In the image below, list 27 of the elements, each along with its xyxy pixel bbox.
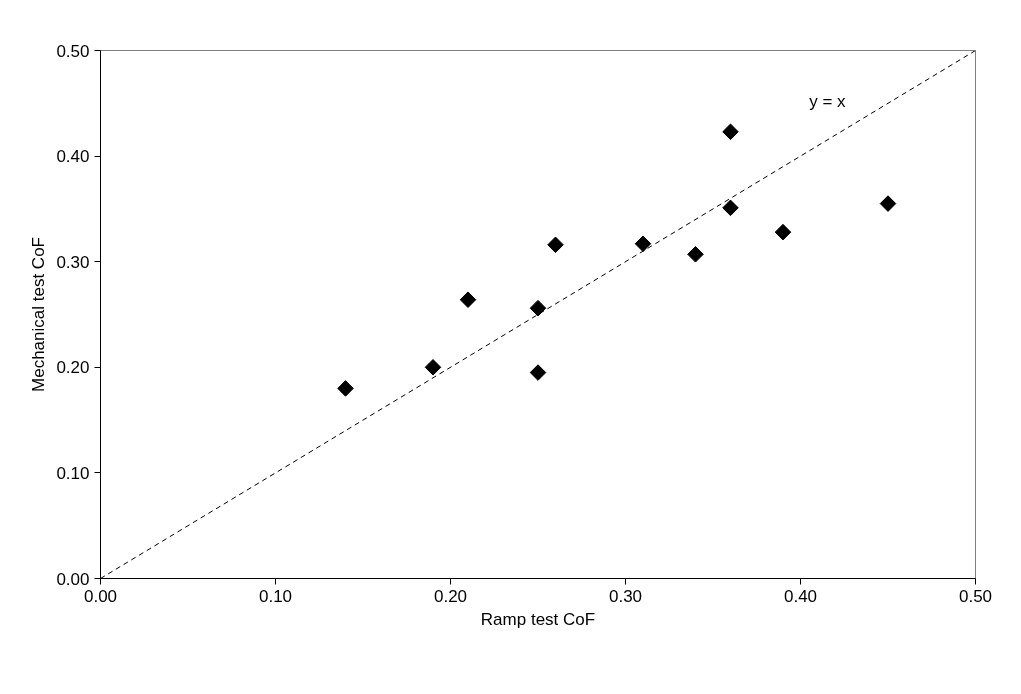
y-tick-label: 0.40 bbox=[56, 147, 90, 167]
y-tick-label: 0.30 bbox=[56, 252, 90, 272]
x-tick-label: 0.50 bbox=[958, 586, 993, 606]
y-tick-label: 0.20 bbox=[56, 358, 90, 378]
x-tick-label: 0.40 bbox=[783, 586, 818, 606]
point bbox=[529, 299, 547, 317]
point bbox=[547, 236, 564, 254]
x-tick-label: 0.30 bbox=[608, 586, 643, 606]
point bbox=[722, 199, 739, 217]
x-axis-title: Ramp test CoF bbox=[480, 609, 596, 629]
x-tick-label: 0.00 bbox=[83, 586, 118, 606]
point bbox=[722, 123, 739, 141]
point bbox=[459, 291, 477, 308]
point bbox=[687, 246, 704, 263]
y-tick-label: 0.00 bbox=[56, 569, 90, 589]
y-axis-title: Mechanical test CoF bbox=[29, 237, 49, 392]
point bbox=[424, 359, 442, 376]
point bbox=[529, 364, 547, 381]
y-tick-label: 0.50 bbox=[56, 41, 90, 61]
annotation: y = x bbox=[809, 92, 847, 112]
point bbox=[774, 223, 792, 241]
point bbox=[634, 235, 652, 253]
x-tick-label: 0.20 bbox=[433, 586, 468, 606]
point bbox=[879, 195, 897, 212]
y-tick-label: 0.10 bbox=[56, 463, 90, 483]
point bbox=[337, 380, 354, 397]
x-tick-label: 0.10 bbox=[258, 586, 293, 606]
